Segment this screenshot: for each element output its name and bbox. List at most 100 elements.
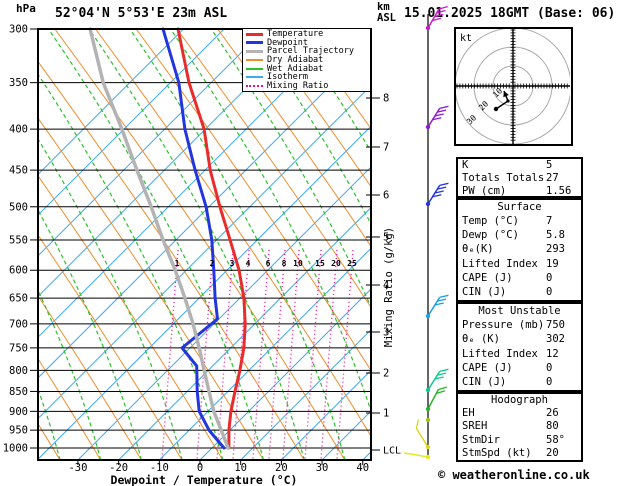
copyright: © weatheronline.co.uk <box>438 468 590 482</box>
wind-barb <box>425 294 449 319</box>
hodograph-axis-ticks <box>456 29 568 141</box>
skewt-diagram: 3003504004505005506006507007508008509009… <box>3 5 449 486</box>
temp-axis: -30 -20 -10 0 10 20 30 40 Dewpoint / Temperature… <box>68 460 369 486</box>
pressure-axis-labels: 300 350 400 450 500 550 600 650 700 750 800 850 900 9… <box>3 24 37 455</box>
mixing-ratio-value-label: 10 <box>293 259 303 268</box>
stat-label: Totals Totals <box>462 172 545 184</box>
wind-barb <box>425 417 431 423</box>
isotherm-lines <box>38 29 371 460</box>
pressure-tick-label: 350 <box>9 77 28 89</box>
stat-row: Totals Totals 27 <box>458 172 581 185</box>
stats-section-title: Most Unstable <box>478 304 561 317</box>
legend-item: Wet Adiabat <box>243 63 370 74</box>
pressure-tick-label: 900 <box>9 406 28 418</box>
stat-row: PW (cm) 1.56 <box>458 185 581 198</box>
legend-label: Wet Adiabat <box>267 63 324 74</box>
stat-value: 5 <box>546 159 553 171</box>
mixing-ratio-value-label: 20 <box>331 259 341 268</box>
lcl-label: LCL <box>383 446 401 457</box>
legend-label: Isotherm <box>267 72 308 83</box>
mixing-ratio-lines <box>161 249 354 460</box>
mixing-ratio-value-label: 2 <box>210 259 215 268</box>
stat-label: CAPE (J) <box>462 361 513 374</box>
stat-label: CIN (J) <box>462 376 507 389</box>
stats-box-surface: Surface Temp (°C) 7 Dewp (°C) 5.8 θₑ(K) 293 Lif… <box>456 198 583 302</box>
stat-row: θₑ (K) 302 <box>458 333 581 346</box>
stats-section-title: Hodograph <box>491 394 548 407</box>
mixing-ratio-value-label: 4 <box>246 259 251 268</box>
legend-item: Parcel Trajectory <box>243 46 370 57</box>
stat-label: Temp (°C) <box>462 214 519 227</box>
stat-label: StmSpd (kt) <box>462 446 532 459</box>
wind-barb <box>425 368 449 393</box>
wind-barb <box>425 5 448 31</box>
altitude-tick-label: 1 <box>383 408 389 420</box>
stat-value: 80 <box>546 420 559 433</box>
stat-value: 26 <box>546 407 559 420</box>
mixing-ratio-value-label: 25 <box>347 259 357 268</box>
stat-value: 0 <box>546 361 553 374</box>
stat-row: CAPE (J) 0 <box>458 272 581 285</box>
stat-label: CIN (J) <box>462 286 507 299</box>
stat-label: PW (cm) <box>462 185 507 197</box>
wind-barb <box>404 452 431 460</box>
legend-label: Dry Adiabat <box>267 54 324 65</box>
page-title: 52°04'N 5°53'E 23m ASL <box>55 6 228 21</box>
legend-line-sample-dewpoint <box>246 41 263 45</box>
stat-value: 0 <box>546 286 553 299</box>
pressure-tick-label: 400 <box>9 124 28 136</box>
wind-barb <box>425 182 449 207</box>
sounding-curves <box>88 27 247 450</box>
altitude-axis: 1 2 3 4 5 6 7 8 LCL <box>366 93 401 457</box>
curve-parcel-trajectory <box>88 27 230 450</box>
curve-dewpoint <box>161 27 226 450</box>
legend-line-sample-temperature <box>246 32 263 36</box>
altitude-tick-label: 4 <box>383 280 389 292</box>
stat-row: Pressure (mb) 750 <box>458 319 581 332</box>
stat-row: CAPE (J) 0 <box>458 362 581 375</box>
km-label-line2: ASL <box>377 12 396 24</box>
stat-value: 0 <box>546 376 553 389</box>
pressure-tick-label: 750 <box>9 342 28 354</box>
stat-label: θₑ(K) <box>462 243 494 256</box>
altitude-tick-label: 8 <box>383 93 389 105</box>
stat-value: 58° <box>546 433 565 446</box>
stat-row: StmSpd (kt) 20 <box>458 447 581 460</box>
pressure-tick-label: 950 <box>9 425 28 437</box>
stat-row: Dewp (°C) 5.8 <box>458 229 581 242</box>
altitude-tick-label: 3 <box>383 327 389 339</box>
legend-item: Dewpoint <box>243 39 370 47</box>
legend-label: Temperature <box>267 29 324 40</box>
curve-temperature <box>176 27 247 450</box>
pressure-axis-unit: hPa <box>16 2 36 15</box>
stat-row: StmDir 58° <box>458 434 581 447</box>
altitude-tick-label: 2 <box>383 368 389 380</box>
legend-item: Dry Adiabat <box>243 56 370 64</box>
pressure-tick-label: 850 <box>9 386 28 398</box>
stat-row: θₑ(K) 293 <box>458 243 581 256</box>
temp-tick-label: 20 <box>275 462 288 474</box>
stat-label: θₑ (K) <box>462 333 500 346</box>
altitude-tick-label: 7 <box>383 142 389 154</box>
stat-label: Lifted Index <box>462 257 538 270</box>
stat-row: SREH 80 <box>458 420 581 433</box>
mixing-ratio-value-label: 6 <box>266 259 271 268</box>
datetime-label: 15.01.2025 18GMT (Base: 06) <box>404 6 616 21</box>
wet-adiabat-lines <box>38 29 371 460</box>
stat-value: 5.8 <box>546 229 565 242</box>
stat-row: Lifted Index 12 <box>458 348 581 361</box>
stat-value: 293 <box>546 243 565 256</box>
stat-label: EH <box>462 407 475 420</box>
stat-value: 1.56 <box>546 185 572 197</box>
stat-row: EH 26 <box>458 407 581 420</box>
legend-line-sample-mixing-ratio <box>246 84 263 87</box>
legend-line-sample-dry-adiabat <box>246 58 263 61</box>
legend-label: Parcel Trajectory <box>267 46 354 57</box>
temp-tick-label: 0 <box>197 462 203 474</box>
pressure-tick-label: 600 <box>9 265 28 277</box>
stat-value: 27 <box>546 172 559 184</box>
stat-value: 12 <box>546 347 559 360</box>
temp-tick-label: -30 <box>68 462 87 474</box>
